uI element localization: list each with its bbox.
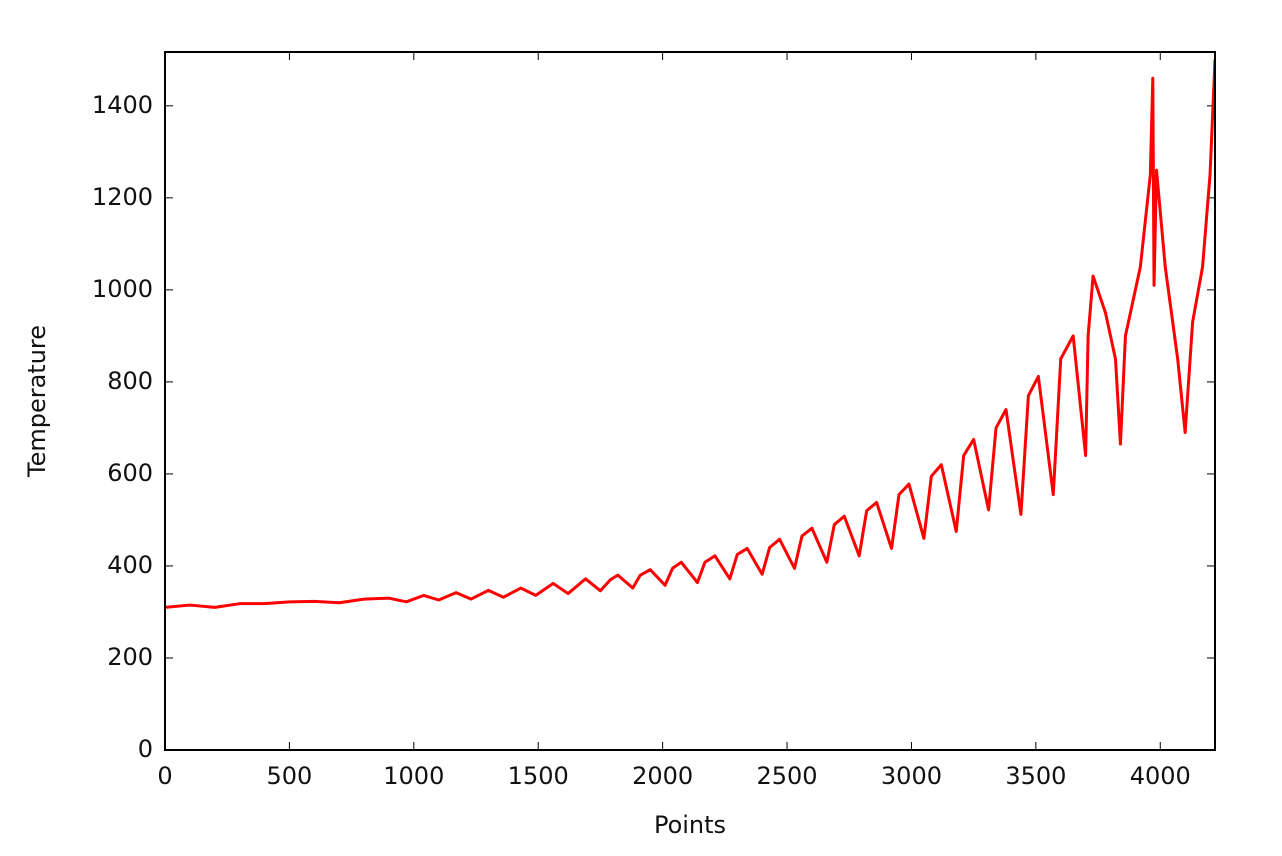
x-tick-label: 4000 [1130,762,1191,790]
plot-frame [164,51,1216,751]
y-tick-label: 1200 [92,183,153,211]
x-tick-label: 3500 [1005,762,1066,790]
x-tick-label: 500 [267,762,313,790]
y-tick-label: 800 [107,367,153,395]
x-tick-label: 1000 [383,762,444,790]
x-tick-label: 1500 [508,762,569,790]
x-tick-label: 3000 [881,762,942,790]
y-tick-label: 600 [107,459,153,487]
y-tick-label: 0 [138,735,153,763]
y-tick-label: 1000 [92,275,153,303]
x-tick-label: 2500 [756,762,817,790]
y-tick-label: 400 [107,551,153,579]
y-tick-label: 1400 [92,91,153,119]
x-tick-label: 0 [157,762,172,790]
data-line [165,59,1215,609]
x-axis-label: Points [654,811,726,839]
y-tick-label: 200 [107,643,153,671]
y-axis-label: Temperature [23,325,51,478]
x-tick-label: 2000 [632,762,693,790]
